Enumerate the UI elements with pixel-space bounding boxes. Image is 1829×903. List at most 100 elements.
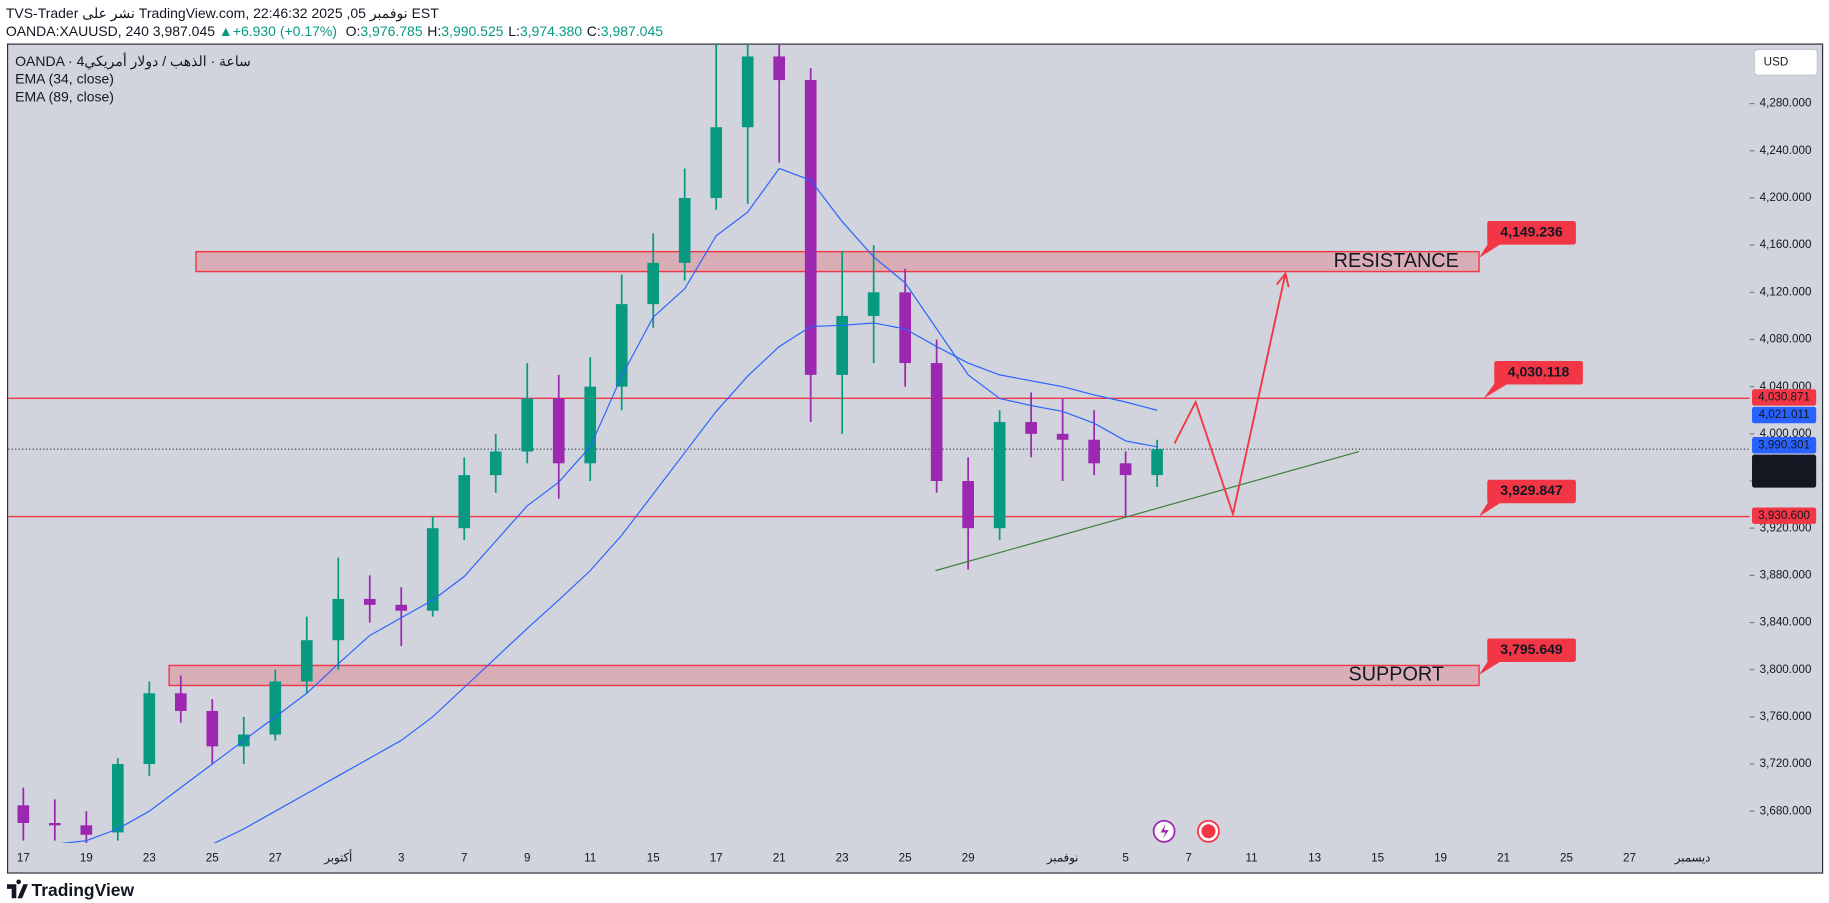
- y-tick-label: 3,800.000: [1760, 663, 1812, 676]
- ema-line: [60, 167, 1158, 844]
- projection-path: [1173, 273, 1287, 518]
- price-tag-label: 4,021.011: [1759, 408, 1810, 421]
- ohlc-key: C:: [587, 22, 601, 38]
- ohlc-key: H:: [427, 22, 441, 38]
- candle-body: [489, 451, 502, 476]
- candle-body: [458, 475, 471, 529]
- candle-body: [836, 315, 849, 375]
- y-tick-label: 4,280.000: [1760, 97, 1812, 110]
- logo-icon: [6, 879, 28, 899]
- ohlc-key: O:: [346, 22, 361, 38]
- candle-body: [174, 693, 187, 711]
- x-tick-label: 25: [206, 851, 219, 864]
- x-tick-label: 9: [524, 851, 530, 864]
- event-icons[interactable]: [1152, 819, 1220, 843]
- price-tag-label: 4,030.871: [1758, 390, 1810, 403]
- callout: 3,795.649: [1479, 638, 1576, 675]
- zone-label: SUPPORT: [1349, 664, 1444, 686]
- x-tick-label: 17: [710, 851, 723, 864]
- x-tick-label: 13: [1308, 851, 1321, 864]
- candle-body: [1151, 449, 1163, 476]
- candle-body: [1056, 433, 1069, 440]
- candle-body: [300, 640, 313, 682]
- candle-body: [521, 398, 534, 452]
- candle-body: [584, 386, 597, 464]
- x-tick-label: 25: [1560, 851, 1573, 864]
- callout-box: [1494, 360, 1583, 385]
- callout: 4,149.236: [1479, 221, 1576, 258]
- x-tick-label: 23: [143, 851, 156, 864]
- x-tick-label: 21: [773, 851, 786, 864]
- event-icon-glyph: [1160, 824, 1169, 839]
- legend-entry: EMA (34, close): [15, 71, 114, 87]
- x-tick-label: 3: [398, 851, 404, 864]
- candle-body: [395, 604, 408, 611]
- callout-box: [1487, 221, 1576, 245]
- candle-body: [1088, 439, 1100, 464]
- price-tag: [1752, 406, 1817, 424]
- callout-label: 3,795.649: [1500, 641, 1562, 657]
- candle-body: [143, 693, 156, 765]
- candle-body: [17, 805, 30, 823]
- x-tick-label: 15: [647, 851, 660, 864]
- ohlc-value: 3,987.045: [601, 22, 663, 38]
- y-tick-label: 3,920.000: [1760, 521, 1812, 534]
- legend-title: OANDA · 4ساعة · الذهب / دولار أمريكي: [15, 51, 251, 70]
- projection-arrowhead: [1276, 271, 1290, 288]
- x-tick-label: نوفمبر: [1046, 851, 1079, 864]
- x-tick-label: أكتوبر: [323, 849, 352, 864]
- last-price: 3,987.045: [153, 22, 215, 38]
- header-quote: OANDA:XAUUSD, 240 3,987.045 ▲+6.930 (+0.…: [6, 22, 663, 38]
- header-title: TVS-Trader نشر على TradingView.com, نوفم…: [6, 5, 439, 22]
- candle-body: [615, 304, 628, 387]
- candle-body: [647, 262, 660, 305]
- ohlc-key: L:: [508, 22, 520, 38]
- x-tick-label: 17: [17, 851, 30, 864]
- candle-body: [710, 127, 723, 198]
- currency-button[interactable]: USD: [1753, 48, 1818, 76]
- candle-body: [678, 197, 691, 263]
- candle-body: [332, 598, 345, 641]
- callout-label: 4,030.118: [1508, 363, 1570, 379]
- x-tick-label: 19: [80, 851, 93, 864]
- candle-body: [1025, 422, 1037, 434]
- price-tag-label: 3,987.045: [1758, 456, 1810, 469]
- button-frame[interactable]: [1753, 48, 1818, 76]
- x-tick-label: 23: [836, 851, 849, 864]
- callout: 4,030.118: [1483, 360, 1583, 399]
- x-tick-label: 5: [1122, 851, 1129, 864]
- candle-body: [111, 764, 124, 833]
- y-tick-label: 3,880.000: [1760, 568, 1812, 581]
- x-tick-label: 19: [1434, 851, 1447, 864]
- x-tick-label: 7: [461, 851, 467, 864]
- legend-entry: EMA (89, close): [15, 88, 114, 104]
- candle-body: [899, 292, 912, 364]
- price-tag: [1752, 454, 1817, 488]
- y-tick-label: 4,240.000: [1760, 144, 1812, 157]
- y-tick-label: 3,680.000: [1760, 804, 1812, 817]
- callout: 3,929.847: [1479, 479, 1576, 517]
- zone: [195, 250, 1480, 273]
- ohlc-value: 3,990.525: [441, 22, 503, 38]
- y-tick-label: 4,200.000: [1760, 191, 1812, 204]
- x-tick-label: 7: [1185, 851, 1191, 864]
- y-tick-label: 3,840.000: [1760, 616, 1812, 629]
- x-tick-label: 27: [1623, 851, 1636, 864]
- zone-label: RESISTANCE: [1334, 250, 1459, 272]
- y-tick-label: 4,160.000: [1760, 238, 1812, 251]
- candle-body: [80, 825, 93, 835]
- candle-body: [867, 292, 880, 316]
- price-tag-label: 3,930.600: [1758, 509, 1810, 522]
- callout-label: 3,929.847: [1500, 482, 1562, 498]
- candle-body: [552, 398, 565, 464]
- brand-name: TradingView: [31, 880, 134, 900]
- candle-body: [48, 822, 61, 826]
- event-icon-glyph: [1201, 824, 1216, 839]
- candle-body: [741, 56, 754, 128]
- callout-box: [1487, 638, 1576, 662]
- candle-body: [930, 363, 943, 482]
- candle-body: [206, 710, 219, 747]
- currency-label[interactable]: USD: [1764, 55, 1789, 68]
- ema-line: [213, 322, 1158, 844]
- x-tick-label: 11: [584, 851, 596, 864]
